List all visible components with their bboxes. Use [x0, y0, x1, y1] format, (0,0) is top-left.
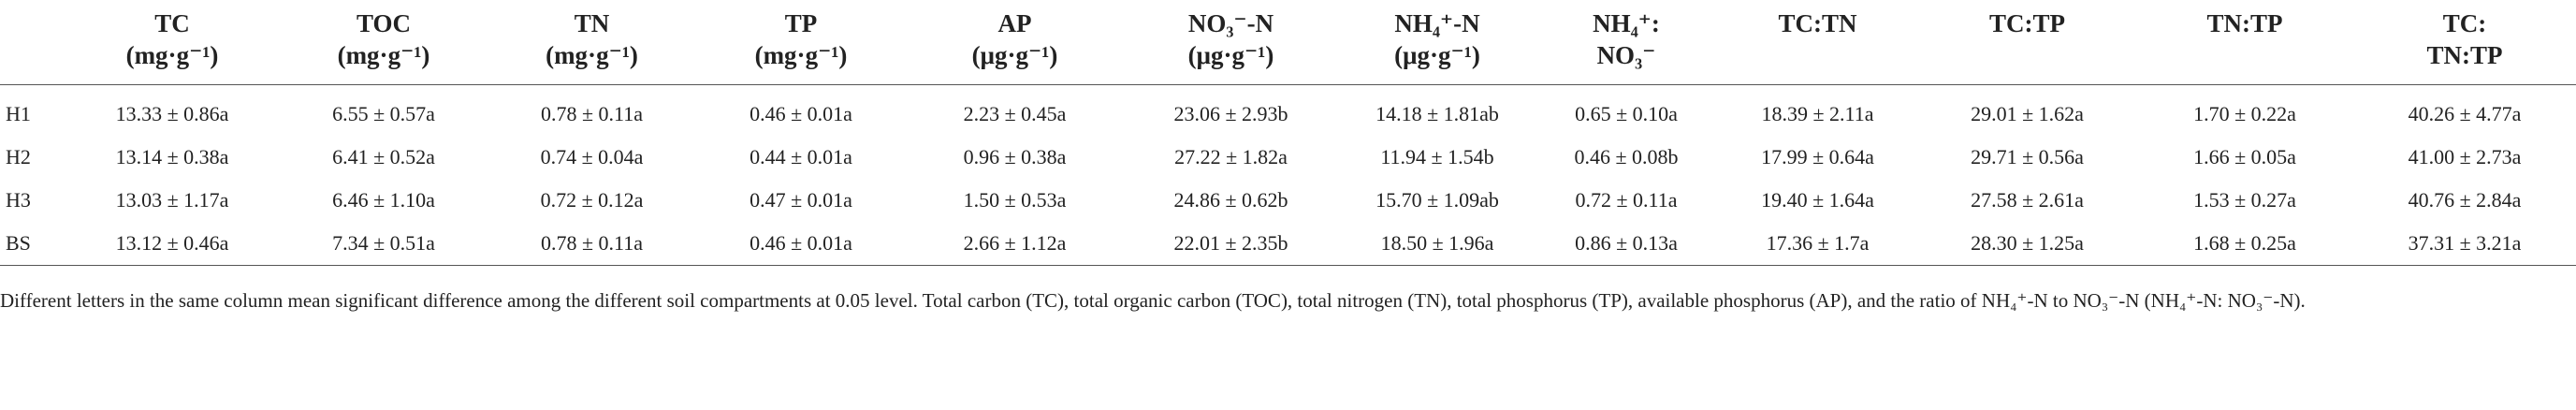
table-cell: 22.01 ± 2.35b	[1123, 222, 1339, 266]
header-line: NO₃⁻	[1596, 41, 1656, 69]
table-cell: 18.39 ± 2.11a	[1761, 102, 1874, 125]
header-line: (mg·g⁻¹)	[125, 41, 219, 69]
stub-header	[0, 0, 65, 85]
header-line: NH₄⁺-N	[1394, 9, 1480, 37]
table-cell: 0.96 ± 0.38a	[963, 145, 1067, 168]
table-cell: 28.30 ± 1.25a	[1918, 222, 2136, 266]
column-header: NO₃⁻-N (μg·g⁻¹)	[1123, 0, 1339, 85]
table-cell: 17.36 ± 1.7a	[1717, 222, 1918, 266]
header-row: TC (mg·g⁻¹) TOC (mg·g⁻¹) TN (mg·g⁻¹) TP (mg·g⁻¹…	[0, 0, 2576, 85]
table-cell: 13.12 ± 0.46a	[65, 222, 279, 266]
row-label: H3	[6, 188, 31, 212]
table-cell: 0.65 ± 0.10a	[1575, 102, 1678, 125]
table-cell: 0.78 ± 0.11a	[540, 102, 644, 125]
table-cell: 0.72 ± 0.12a	[540, 188, 644, 212]
footnote: Different letters in the same column mea…	[0, 289, 2306, 312]
header-line: TOC	[356, 9, 412, 37]
table-cell: 18.50 ± 1.96a	[1339, 222, 1535, 266]
table-cell: 0.46 ± 0.01a	[750, 102, 852, 125]
table-cell: 0.46 ± 0.08b	[1574, 145, 1679, 168]
table-cell: 13.03 ± 1.17a	[115, 188, 229, 212]
column-header: TP (mg·g⁻¹)	[695, 0, 907, 85]
table-cell: 0.46 ± 0.01a	[695, 222, 907, 266]
table-cell: 1.70 ± 0.22a	[2193, 102, 2296, 125]
table-cell: 0.44 ± 0.01a	[750, 145, 852, 168]
header-line: TN:TP	[2426, 41, 2503, 69]
header-line: TC:TN	[1778, 9, 1857, 37]
table-cell: 29.01 ± 1.62a	[1971, 102, 2084, 125]
table-cell: 7.34 ± 0.51a	[279, 222, 488, 266]
header-line: TN:TP	[2206, 9, 2283, 37]
header-line: (mg·g⁻¹)	[546, 41, 638, 69]
table-cell: 13.33 ± 0.86a	[115, 102, 229, 125]
header-line: (mg·g⁻¹)	[337, 41, 430, 69]
header-line: (mg·g⁻¹)	[754, 41, 848, 69]
table-body: H1 13.33 ± 0.86a 6.55 ± 0.57a 0.78 ± 0.11a 0…	[0, 85, 2576, 266]
header-line: AP	[997, 9, 1032, 37]
table-cell: 27.22 ± 1.82a	[1174, 145, 1288, 168]
table-cell: 6.41 ± 0.52a	[332, 145, 435, 168]
table-cell: 6.46 ± 1.10a	[332, 188, 435, 212]
table-cell: 0.72 ± 0.11a	[1575, 188, 1678, 212]
header-line: TP	[784, 9, 818, 37]
header-line: (μg·g⁻¹)	[1187, 41, 1274, 69]
header-line: TC:	[2442, 9, 2487, 37]
table-cell: 24.86 ± 0.62b	[1173, 188, 1288, 212]
table-cell: 2.23 ± 0.45a	[963, 102, 1067, 125]
table-cell: 1.50 ± 0.53a	[963, 188, 1067, 212]
header-line: TC:TP	[1989, 9, 2065, 37]
header-line: NO₃⁻-N	[1187, 9, 1274, 37]
table-cell: 37.31 ± 3.21a	[2353, 222, 2576, 266]
table-cell: 14.18 ± 1.81ab	[1375, 102, 1499, 125]
header-line: (μg·g⁻¹)	[1394, 41, 1480, 69]
column-header: TC (mg·g⁻¹)	[65, 0, 279, 85]
table-row: BS 13.12 ± 0.46a 7.34 ± 0.51a 0.78 ± 0.11a 0…	[0, 222, 2576, 266]
column-header: TN (mg·g⁻¹)	[488, 0, 695, 85]
table-cell: 40.76 ± 2.84a	[2408, 188, 2522, 212]
row-label: H1	[6, 102, 31, 125]
column-header: AP (μg·g⁻¹)	[907, 0, 1123, 85]
header-line: TC	[154, 9, 190, 37]
table-cell: 17.99 ± 0.64a	[1761, 145, 1874, 168]
table-cell: 27.58 ± 2.61a	[1971, 188, 2084, 212]
data-table: TC (mg·g⁻¹) TOC (mg·g⁻¹) TN (mg·g⁻¹) TP (mg·g⁻¹…	[0, 0, 2576, 266]
table-cell: 0.86 ± 0.13a	[1535, 222, 1717, 266]
table-cell: 1.53 ± 0.27a	[2193, 188, 2296, 212]
column-header: TC: TN:TP	[2353, 0, 2576, 85]
table-cell: 1.66 ± 0.05a	[2193, 145, 2296, 168]
column-header: TC:TN	[1717, 0, 1918, 85]
header-line: TN	[574, 9, 610, 37]
table-cell: 19.40 ± 1.64a	[1761, 188, 1874, 212]
column-header: TN:TP	[2136, 0, 2353, 85]
table-cell: 0.74 ± 0.04a	[540, 145, 644, 168]
table-cell: 13.14 ± 0.38a	[115, 145, 229, 168]
header-line: (μg·g⁻¹)	[971, 41, 1058, 69]
table-cell: 0.78 ± 0.11a	[488, 222, 695, 266]
table-cell: 0.47 ± 0.01a	[750, 188, 852, 212]
table-row: H2 13.14 ± 0.38a 6.41 ± 0.52a 0.74 ± 0.04a 0…	[0, 136, 2576, 179]
table-cell: 40.26 ± 4.77a	[2408, 102, 2522, 125]
table-cell: 6.55 ± 0.57a	[332, 102, 435, 125]
table-cell: 2.66 ± 1.12a	[907, 222, 1123, 266]
header-line: NH₄⁺:	[1593, 9, 1660, 37]
column-header: TC:TP	[1918, 0, 2136, 85]
table-cell: 15.70 ± 1.09ab	[1375, 188, 1499, 212]
table-cell: 41.00 ± 2.73a	[2408, 145, 2522, 168]
table-cell: 29.71 ± 0.56a	[1971, 145, 2084, 168]
column-header: TOC (mg·g⁻¹)	[279, 0, 488, 85]
table-cell: 1.68 ± 0.25a	[2136, 222, 2353, 266]
table-cell: 23.06 ± 2.93b	[1173, 102, 1288, 125]
column-header: NH₄⁺-N (μg·g⁻¹)	[1339, 0, 1535, 85]
row-label: H2	[6, 145, 31, 168]
column-header: NH₄⁺: NO₃⁻	[1535, 0, 1717, 85]
row-label: BS	[0, 222, 65, 266]
table-row: H3 13.03 ± 1.17a 6.46 ± 1.10a 0.72 ± 0.12a 0…	[0, 179, 2576, 222]
table-cell: 11.94 ± 1.54b	[1380, 145, 1494, 168]
table-row: H1 13.33 ± 0.86a 6.55 ± 0.57a 0.78 ± 0.11a 0…	[0, 85, 2576, 137]
